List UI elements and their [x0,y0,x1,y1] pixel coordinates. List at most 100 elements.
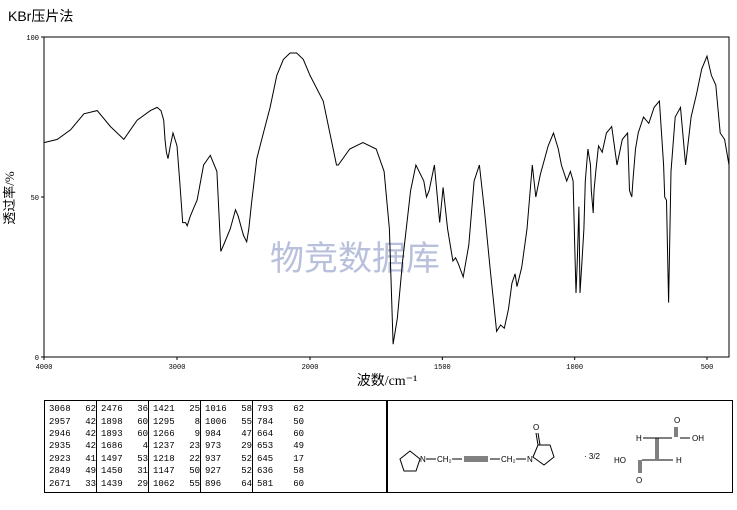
peak-wavenumber: 653 [257,441,274,452]
peak-wavenumber: 664 [257,429,274,440]
pyrrolidine-ring [399,450,421,472]
peak-wavenumber: 984 [205,429,222,440]
peak-table-row: 645 17 [257,454,304,464]
peak-table-row: 581 60 [257,479,304,489]
peak-wavenumber: 927 [205,466,222,477]
peak-table-column: 3068 62 2957 42 2946 42 2935 42 2923 41 2849 49 2671… [45,401,97,492]
peak-wavenumber: 1062 [153,478,175,489]
x-axis-ticks: 4000 3000 2000 1500 1000 500 [36,357,714,372]
peak-table-row: 1295 8 [153,417,200,427]
pyrrolidinone-ring [532,444,555,466]
peak-table-row: 1266 9 [153,429,200,439]
peak-wavenumber: 1497 [101,453,123,464]
peak-table-row: 1006 55 [205,417,252,427]
peak-transmittance: 17 [293,453,304,464]
acid-top-oh: OH [692,434,704,443]
peak-table-row: 937 52 [205,454,252,464]
peak-transmittance: 9 [194,429,200,440]
peak-table-row: 653 49 [257,441,304,451]
peak-wavenumber: 973 [205,441,222,452]
x-axis-label: 波数/cm⁻¹ [357,373,418,389]
peak-transmittance: 25 [189,404,200,415]
peak-table-row: 2946 42 [49,429,96,439]
peak-transmittance: 52 [241,466,252,477]
peak-transmittance: 49 [293,441,304,452]
acid-bottom-carbonyl: O [636,476,642,485]
peak-table-row: 1450 31 [101,466,148,476]
peak-table-row: 1893 60 [101,429,148,439]
peak-wavenumber: 636 [257,466,274,477]
peak-transmittance: 55 [189,478,200,489]
x-tick-label: 3000 [169,364,186,372]
peak-transmittance: 42 [85,429,96,440]
peak-transmittance: 60 [293,429,304,440]
lactam-n-label: N [527,455,533,464]
peak-wavenumber: 1266 [153,429,175,440]
acid-h-top: H [636,434,642,443]
peak-table-row: 2476 36 [101,404,148,414]
peak-transmittance: 29 [241,441,252,452]
peak-table-row: 1497 53 [101,454,148,464]
peak-transmittance: 50 [293,416,304,427]
x-tick-label: 1500 [434,364,451,372]
peak-wavenumber: 1237 [153,441,175,452]
peak-table-row: 896 64 [205,479,252,489]
peak-transmittance: 8 [194,416,200,427]
peak-table-row: 927 52 [205,466,252,476]
carbonyl-bond [535,432,539,446]
chain-label-1: CH₂ [437,455,452,464]
peak-wavenumber: 2923 [49,453,71,464]
peak-transmittance: 41 [85,453,96,464]
peak-transmittance: 62 [85,404,96,415]
peak-table-row: 636 58 [257,466,304,476]
peak-wavenumber: 784 [257,416,274,427]
peak-wavenumber: 1450 [101,466,123,477]
y-axis-ticks: 0 50 100 [26,35,44,363]
ratio-label: · 3/2 [584,452,601,461]
chemical-structure: N CH₂ CH₂ N O · 3/2 O OH H H HO O [387,400,733,493]
peak-table-row: 784 50 [257,417,304,427]
peak-wavenumber: 2476 [101,404,123,415]
peak-wavenumber: 1686 [101,441,123,452]
x-tick-label: 2000 [302,364,319,372]
peak-transmittance: 23 [189,441,200,452]
peak-table-row: 1016 58 [205,404,252,414]
peak-transmittance: 58 [293,466,304,477]
peak-table-row: 1147 50 [153,466,200,476]
structure-drawing: N CH₂ CH₂ N O · 3/2 O OH H H HO O [399,416,704,485]
peak-transmittance: 60 [293,478,304,489]
peak-wavenumber: 645 [257,453,274,464]
peak-wavenumber: 3068 [49,404,71,415]
spectrum-line [43,52,730,345]
peak-transmittance: 29 [137,478,148,489]
x-tick-label: 500 [701,364,714,372]
peak-table-row: 1237 23 [153,441,200,451]
peak-transmittance: 4 [142,441,148,452]
peak-table-row: 1062 55 [153,479,200,489]
chart-title: KBr压片法 [8,8,74,24]
y-tick-label: 50 [31,195,39,203]
peak-table-row: 973 29 [205,441,252,451]
peak-transmittance: 64 [241,478,252,489]
peak-wavenumber: 581 [257,478,274,489]
peak-table: 3068 62 2957 42 2946 42 2935 42 2923 41 2849 49 2671… [44,400,387,493]
peak-table-row: 2849 49 [49,466,96,476]
peak-transmittance: 60 [137,416,148,427]
peak-transmittance: 22 [189,453,200,464]
peak-transmittance: 31 [137,466,148,477]
peak-wavenumber: 1006 [205,416,227,427]
peak-transmittance: 36 [137,404,148,415]
peak-wavenumber: 1439 [101,478,123,489]
y-tick-label: 0 [35,355,39,363]
peak-transmittance: 55 [241,416,252,427]
peak-table-row: 1218 22 [153,454,200,464]
peak-table-row: 1898 60 [101,417,148,427]
peak-table-row: 1686 4 [101,441,148,451]
y-axis-label: 透过率/% [2,171,17,225]
peak-table-row: 1421 25 [153,404,200,414]
peak-wavenumber: 1016 [205,404,227,415]
peak-transmittance: 42 [85,441,96,452]
peak-transmittance: 50 [189,466,200,477]
peak-table-row: 2671 33 [49,479,96,489]
peak-wavenumber: 1218 [153,453,175,464]
